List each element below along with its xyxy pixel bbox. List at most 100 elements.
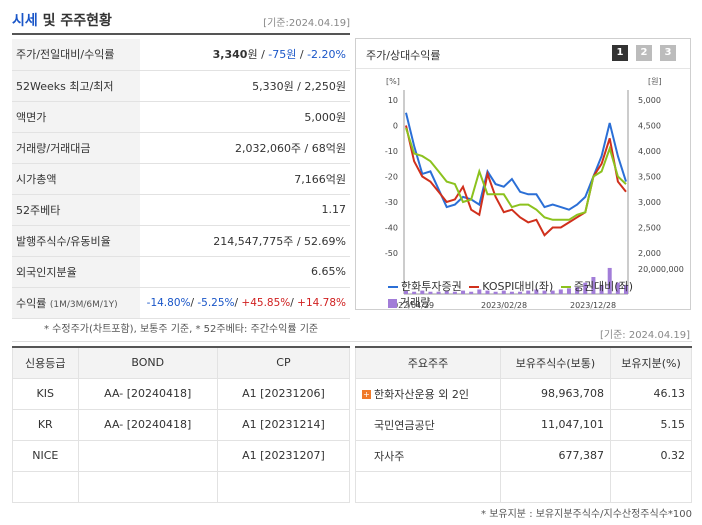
divider xyxy=(12,33,350,35)
x-tick-label: 2023/12/28 xyxy=(570,301,616,310)
table-cell: KR xyxy=(12,408,79,441)
table-cell: 677,387 xyxy=(500,439,611,472)
table-cell: A1 [20231207] xyxy=(216,439,351,472)
volume-bar xyxy=(509,291,514,294)
table-cell: 46.13 xyxy=(610,377,692,410)
table-row: KIS AA- [20240418] A1 [20231206] xyxy=(12,377,351,410)
volume-bar xyxy=(444,290,449,294)
table-row: 자사주 677,387 0.32 xyxy=(355,439,692,472)
table-row xyxy=(355,470,692,503)
chart-page-2-button[interactable]: 2 xyxy=(636,45,652,61)
left-unit-label: [%] xyxy=(386,77,400,86)
volume-bar xyxy=(436,291,441,294)
row-value: 6.65% xyxy=(140,256,350,288)
footnote-2: * 보유지분 : 보유지분주식수/지수산정주식수*100 xyxy=(481,509,692,520)
volume-bar xyxy=(624,284,628,294)
right-tick-label: 2,000 xyxy=(638,249,661,258)
volume-bar xyxy=(485,290,490,294)
shareholder-name[interactable]: + 한화자산운용 외 2인 xyxy=(355,377,501,410)
volume-bar xyxy=(566,288,571,294)
divider xyxy=(12,341,692,342)
volume-bar xyxy=(452,291,457,294)
legend-item: KOSPI대비(좌) xyxy=(469,278,553,294)
table-row: 발행주식수/유동비율 214,547,775주 / 52.69% xyxy=(12,225,350,257)
volume-bar xyxy=(575,287,580,294)
series-line-1 xyxy=(405,112,627,211)
section-title-main: 시세 xyxy=(12,13,38,29)
volume-bar xyxy=(526,290,531,294)
chart-page-1-button[interactable]: 1 xyxy=(612,45,628,61)
left-tick-label: -20 xyxy=(385,173,398,182)
table-cell: 11,047,101 xyxy=(500,408,611,441)
expand-icon[interactable]: + xyxy=(362,390,371,399)
chart-legend: 한화투자증권 KOSPI대비(좌) 증권대비(좌) 거래량 xyxy=(388,278,688,310)
table-cell xyxy=(12,470,79,503)
volume-bar xyxy=(550,290,555,294)
volume-bar xyxy=(420,290,425,294)
row-value: 214,547,775주 / 52.69% xyxy=(140,225,350,257)
right-tick-label: 3,000 xyxy=(638,198,661,207)
left-tick-label: -10 xyxy=(385,147,398,156)
right-tick-label: 4,500 xyxy=(638,122,661,131)
table-row: 액면가 5,000원 xyxy=(12,101,350,133)
left-tick-label: 0 xyxy=(393,122,398,131)
right-tick-label: 3,500 xyxy=(638,173,661,182)
volume-tick-label: 20,000,000 xyxy=(638,265,684,274)
table-cell: NICE xyxy=(12,439,79,472)
row-label: 52주베타 xyxy=(12,194,140,226)
column-header: 보유주식수(보통) xyxy=(500,346,611,379)
table-row: 거래량/거래대금 2,032,060주 / 68억원 xyxy=(12,132,350,164)
volume-bar xyxy=(583,282,588,294)
row-value: 7,166억원 xyxy=(140,163,350,195)
market-info-table: 주가/전일대비/수익률 3,340원 / -75원 / -2.20% 52Wee… xyxy=(12,39,350,319)
table-cell xyxy=(500,470,611,503)
shareholder-name: 자사주 xyxy=(355,439,501,472)
row-label: 액면가 xyxy=(12,101,140,133)
legend-item: 거래량 xyxy=(388,294,430,310)
column-header: 보유지분(%) xyxy=(610,346,692,379)
table-cell xyxy=(77,470,218,503)
table-cell: AA- [20240418] xyxy=(77,377,218,410)
right-tick-label: 5,000 xyxy=(638,96,661,105)
stock-chart: [%] [원] 10 0 -10 -20 -30 -40 -50 5,000 4,500 4,000 3… xyxy=(385,77,684,310)
credit-rating-table: 신용등급 BOND CP KIS AA- [20240418] A1 [2023… xyxy=(12,346,351,503)
shareholder-name: 국민연금공단 xyxy=(355,408,501,441)
volume-bar xyxy=(469,291,474,294)
table-row: 외국인지분율 6.65% xyxy=(12,256,350,288)
right-unit-label: [원] xyxy=(648,77,662,86)
right-tick-label: 2,500 xyxy=(638,224,661,233)
column-header: BOND xyxy=(77,346,218,379)
table-row: 52주베타 1.17 xyxy=(12,194,350,226)
table-cell: A1 [20231214] xyxy=(216,408,351,441)
section-title-bar: 시세 및 주주현황 [기준:2024.04.19] xyxy=(12,10,350,32)
volume-bar xyxy=(615,282,620,294)
volume-bar xyxy=(591,277,596,294)
base-date: [기준:2024.04.19] xyxy=(263,18,350,29)
legend-item: 한화투자증권 xyxy=(388,278,462,294)
table-cell xyxy=(355,470,501,503)
chart-header: 주가/상대수익률 1 2 3 xyxy=(356,39,690,69)
table-row: + 한화자산운용 외 2인 98,963,708 46.13 xyxy=(355,377,692,410)
right-tick-label: 4,000 xyxy=(638,147,661,156)
table-row: 국민연금공단 11,047,101 5.15 xyxy=(355,408,692,441)
table-cell: 98,963,708 xyxy=(500,377,611,410)
row-label: 거래량/거래대금 xyxy=(12,132,140,164)
table-row: KR AA- [20240418] A1 [20231214] xyxy=(12,408,351,441)
table-row: 수익률 (1M/3M/6M/1Y) -14.80%/ -5.25%/ +45.8… xyxy=(12,287,350,319)
table-cell xyxy=(610,470,692,503)
row-label: 주가/전일대비/수익률 xyxy=(12,39,140,71)
base-date-2: [기준: 2024.04.19] xyxy=(599,330,690,341)
volume-bar xyxy=(542,290,547,294)
row-value: 5,000원 xyxy=(140,101,350,133)
volume-bar xyxy=(428,291,433,294)
table-cell: AA- [20240418] xyxy=(77,408,218,441)
column-header: 주요주주 xyxy=(355,346,501,379)
table-cell xyxy=(216,470,351,503)
left-tick-label: -30 xyxy=(385,198,398,207)
column-header: 신용등급 xyxy=(12,346,79,379)
table-cell: A1 [20231206] xyxy=(216,377,351,410)
chart-title: 주가/상대수익률 xyxy=(366,49,441,62)
table-header-row: 주요주주 보유주식수(보통) 보유지분(%) xyxy=(355,346,692,379)
chart-page-3-button[interactable]: 3 xyxy=(660,45,676,61)
row-value: 2,032,060주 / 68억원 xyxy=(140,132,350,164)
